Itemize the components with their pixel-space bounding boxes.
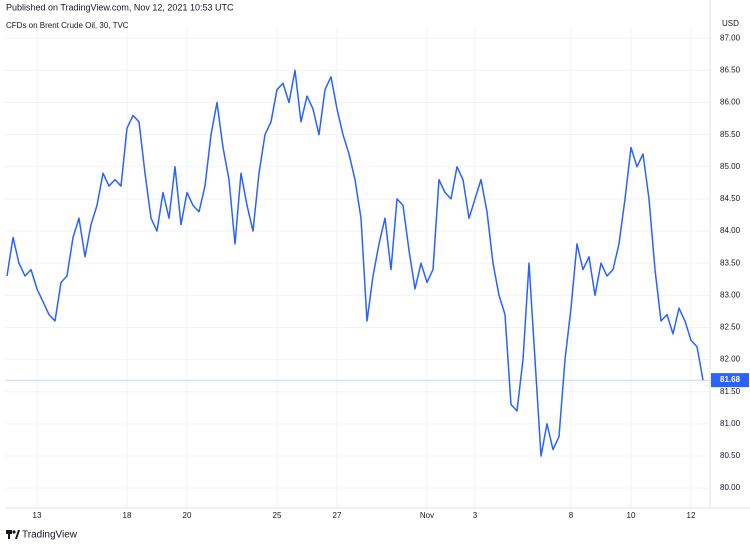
last-price-label: 81.68 xyxy=(720,375,741,384)
y-tick-label: 84.50 xyxy=(720,194,741,203)
x-tick-label: Nov xyxy=(420,511,434,520)
y-tick-label: 86.50 xyxy=(720,66,741,75)
x-tick-label: 13 xyxy=(33,511,42,520)
y-tick-label: 84.00 xyxy=(720,226,741,235)
y-tick-label: 82.50 xyxy=(720,323,741,332)
brand-name: TradingView xyxy=(22,530,78,541)
y-axis-label: USD xyxy=(722,19,739,28)
y-tick-label: 80.50 xyxy=(720,451,741,460)
x-tick-label: 25 xyxy=(273,511,282,520)
x-tick-label: 12 xyxy=(687,511,696,520)
x-tick-label: 8 xyxy=(569,511,574,520)
y-tick-label: 83.50 xyxy=(720,258,741,267)
chart-subtitle: CFDs on Brent Crude Oil, 30, TVC xyxy=(6,21,129,30)
x-tick-label: 27 xyxy=(333,511,342,520)
y-tick-label: 81.50 xyxy=(720,387,741,396)
x-tick-label: 3 xyxy=(473,511,478,520)
chart-title: Published on TradingView.com, Nov 12, 20… xyxy=(6,2,234,12)
brand-logo xyxy=(6,530,20,539)
y-tick-label: 83.00 xyxy=(720,290,741,299)
y-tick-label: 87.00 xyxy=(720,33,741,42)
y-tick-label: 86.00 xyxy=(720,98,741,107)
x-tick-label: 18 xyxy=(123,511,132,520)
x-tick-label: 10 xyxy=(627,511,636,520)
price-line xyxy=(6,69,704,457)
y-tick-label: 81.00 xyxy=(720,419,741,428)
x-tick-label: 20 xyxy=(183,511,192,520)
last-price-box xyxy=(711,373,749,388)
y-tick-label: 85.50 xyxy=(720,130,741,139)
y-tick-label: 82.00 xyxy=(720,355,741,364)
y-tick-label: 80.00 xyxy=(720,483,741,492)
y-tick-label: 85.00 xyxy=(720,162,741,171)
